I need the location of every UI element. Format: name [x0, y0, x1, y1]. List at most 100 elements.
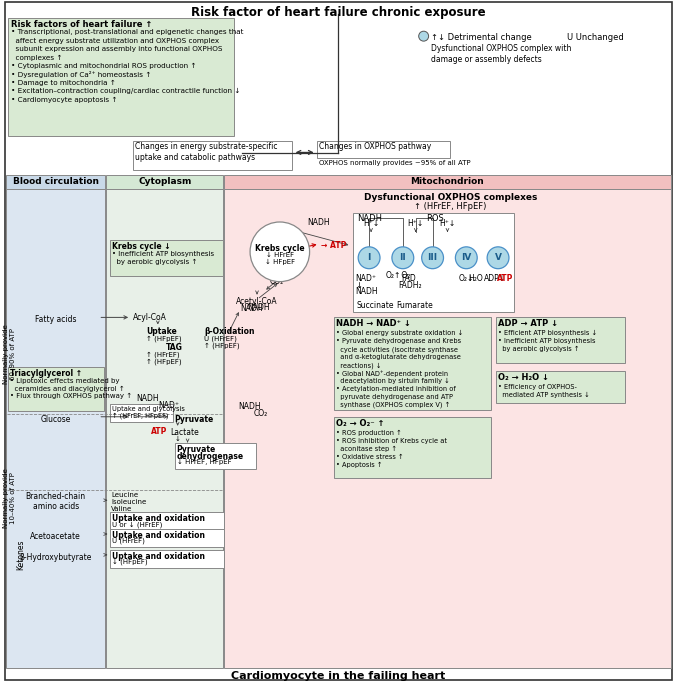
Text: Succinate: Succinate [356, 301, 394, 310]
Text: Uptake: Uptake [146, 327, 177, 336]
Bar [106, 189, 223, 668]
Text: • Cytoplasmic and mitochondrial ROS production ↑: • Cytoplasmic and mitochondrial ROS prod… [11, 63, 196, 69]
Text: NADH: NADH [238, 402, 261, 411]
Text: NADH: NADH [240, 304, 263, 314]
Text: • Inefficient ATP biosynthesis: • Inefficient ATP biosynthesis [112, 251, 215, 257]
Text: NADH → NAD⁺ ↓: NADH → NAD⁺ ↓ [336, 319, 411, 328]
Text: Cardiomyocyte in the failing heart: Cardiomyocyte in the failing heart [232, 671, 446, 681]
Bar [133, 140, 292, 171]
Text: deacetylation by sirtuin family ↓: deacetylation by sirtuin family ↓ [336, 378, 450, 384]
Text: TAG: TAG [166, 343, 183, 352]
Text: H⁺↓: H⁺↓ [439, 219, 456, 228]
Text: ATP: ATP [151, 427, 167, 436]
Text: • Cardiomyocyte apoptosis ↑: • Cardiomyocyte apoptosis ↑ [11, 97, 117, 103]
Text: U (HFrEF): U (HFrEF) [112, 538, 145, 545]
Text: CO₂: CO₂ [270, 277, 284, 286]
Text: U Unchanged: U Unchanged [568, 33, 624, 42]
Bar [496, 317, 625, 363]
Text: Isoleucine: Isoleucine [111, 499, 146, 506]
Text: by aerobic glycolysis ↑: by aerobic glycolysis ↑ [498, 346, 579, 352]
Bar [6, 175, 105, 189]
Text: Acetoacetate: Acetoacetate [30, 532, 81, 541]
Text: NADH: NADH [136, 394, 159, 403]
Text: H⁺↓: H⁺↓ [408, 219, 424, 228]
Text: Leucine: Leucine [111, 493, 138, 498]
Text: • Flux through OXPHOS pathway ↑: • Flux through OXPHOS pathway ↑ [10, 393, 132, 399]
Text: Krebs cycle ↓: Krebs cycle ↓ [112, 242, 171, 251]
Text: Uptake and glycolysis: Uptake and glycolysis [112, 406, 185, 412]
Bar [8, 18, 234, 136]
Text: complexes ↑: complexes ↑ [11, 55, 63, 61]
Text: subunit expression and assembly into functional OXPHOS: subunit expression and assembly into fun… [11, 46, 223, 52]
Bar [334, 317, 491, 410]
Bar [224, 175, 671, 189]
Text: ceramides and diacylglycerol ↑: ceramides and diacylglycerol ↑ [10, 386, 125, 392]
Text: O₂↑: O₂↑ [386, 271, 402, 279]
Text: Changes in energy substrate-specific
uptake and catabolic pathways: Changes in energy substrate-specific upt… [135, 142, 277, 162]
Text: Uptake and oxidation: Uptake and oxidation [112, 552, 205, 561]
Text: β-Oxidation: β-Oxidation [205, 327, 255, 336]
Circle shape [487, 247, 509, 269]
Text: ↓ HFpEF: ↓ HFpEF [265, 259, 295, 265]
Text: NAD⁺: NAD⁺ [158, 401, 179, 410]
Text: Valine: Valine [111, 506, 132, 512]
Text: β-Hydroxybutyrate: β-Hydroxybutyrate [20, 553, 92, 562]
Text: ↓: ↓ [355, 281, 362, 290]
Text: IV: IV [461, 253, 472, 262]
Text: O₂ → O₂⁻ ↑: O₂ → O₂⁻ ↑ [336, 419, 385, 427]
Text: ↓: ↓ [175, 436, 181, 442]
Text: FAD: FAD [401, 274, 416, 283]
Text: ADP↓: ADP↓ [484, 274, 506, 283]
Text: U (HFrEF): U (HFrEF) [205, 335, 238, 342]
Text: Uptake and oxidation: Uptake and oxidation [112, 514, 205, 523]
Text: III: III [427, 253, 437, 262]
Circle shape [358, 247, 380, 269]
Text: O₂↓: O₂↓ [458, 274, 474, 283]
Text: Krebs cycle: Krebs cycle [255, 244, 304, 253]
Text: → ATP: → ATP [321, 241, 346, 250]
Text: Changes in OXPHOS pathway: Changes in OXPHOS pathway [319, 142, 431, 151]
Text: Normally provide
60–90% of ATP: Normally provide 60–90% of ATP [3, 324, 16, 384]
Text: Branched-chain
amino acids: Branched-chain amino acids [26, 492, 86, 511]
Text: Triacylglycerol ↑: Triacylglycerol ↑ [10, 369, 82, 378]
Text: ↑ (HFrEF, HFpEF): ↑ (HFrEF, HFpEF) [112, 413, 169, 419]
Text: NADH: NADH [308, 218, 330, 227]
Bar [175, 443, 256, 469]
Text: OXPHOS normally provides ~95% of all ATP: OXPHOS normally provides ~95% of all ATP [319, 160, 470, 166]
Text: mediated ATP synthesis ↓: mediated ATP synthesis ↓ [498, 392, 590, 398]
Text: • Transcriptional, post-translational and epigenetic changes that: • Transcriptional, post-translational an… [11, 29, 244, 35]
Bar [317, 140, 450, 158]
Text: Blood circulation: Blood circulation [13, 177, 99, 186]
Text: • Excitation–contraction coupling/cardiac contractile function ↓: • Excitation–contraction coupling/cardia… [11, 88, 240, 95]
Bar [110, 240, 223, 275]
Text: Lactate: Lactate [171, 427, 200, 437]
Text: Dysfunctional OXPHOS complexes: Dysfunctional OXPHOS complexes [364, 193, 537, 202]
Text: Acyl-CoA: Acyl-CoA [133, 314, 167, 323]
Text: Risk factor of heart failure chronic exposure: Risk factor of heart failure chronic exp… [191, 6, 486, 19]
Bar [110, 512, 224, 530]
Text: reactions) ↓: reactions) ↓ [336, 362, 382, 369]
Text: ADP → ATP ↓: ADP → ATP ↓ [498, 319, 558, 328]
Text: • Apoptosis ↑: • Apoptosis ↑ [336, 462, 383, 468]
Bar [6, 189, 105, 668]
Text: by aerobic glycolysis ↑: by aerobic glycolysis ↑ [112, 259, 198, 265]
Circle shape [418, 32, 429, 41]
Text: ↑ (HFrEF): ↑ (HFrEF) [146, 351, 180, 358]
Text: Uptake and oxidation: Uptake and oxidation [112, 531, 205, 540]
Circle shape [250, 222, 310, 282]
Text: ↓ (HFpEF): ↓ (HFpEF) [112, 559, 148, 566]
Text: NADH: NADH [247, 303, 270, 312]
Text: ATP: ATP [497, 274, 514, 283]
Text: Risk factors of heart failure ↑: Risk factors of heart failure ↑ [11, 21, 153, 29]
Text: Ketones: Ketones [16, 540, 26, 570]
Text: U or ↓ (HFrEF): U or ↓ (HFrEF) [112, 521, 163, 527]
Text: Fatty acids: Fatty acids [35, 315, 76, 325]
Bar [106, 175, 223, 189]
Text: NAD⁺: NAD⁺ [355, 274, 376, 283]
Text: • Inefficient ATP biosynthesis: • Inefficient ATP biosynthesis [498, 338, 595, 345]
Text: • Global NAD⁺-dependent protein: • Global NAD⁺-dependent protein [336, 370, 448, 377]
Text: affect energy substrate utilization and OXPHOS complex: affect energy substrate utilization and … [11, 38, 219, 44]
Text: Acetyl-CoA: Acetyl-CoA [236, 297, 278, 306]
Text: Glucose: Glucose [40, 415, 71, 424]
Text: Dysfunctional OXPHOS complex with
damage or assembly defects: Dysfunctional OXPHOS complex with damage… [431, 44, 571, 64]
